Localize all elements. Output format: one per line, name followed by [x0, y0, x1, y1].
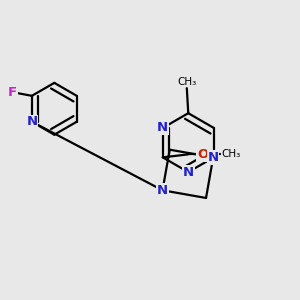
Text: O: O	[197, 148, 208, 161]
Text: CH₃: CH₃	[177, 77, 196, 87]
Text: N: N	[157, 184, 168, 197]
Text: N: N	[157, 122, 168, 134]
Text: N: N	[208, 151, 219, 164]
Text: CH₃: CH₃	[222, 149, 241, 159]
Text: N: N	[26, 115, 38, 128]
Text: N: N	[183, 166, 194, 178]
Text: F: F	[8, 86, 17, 99]
